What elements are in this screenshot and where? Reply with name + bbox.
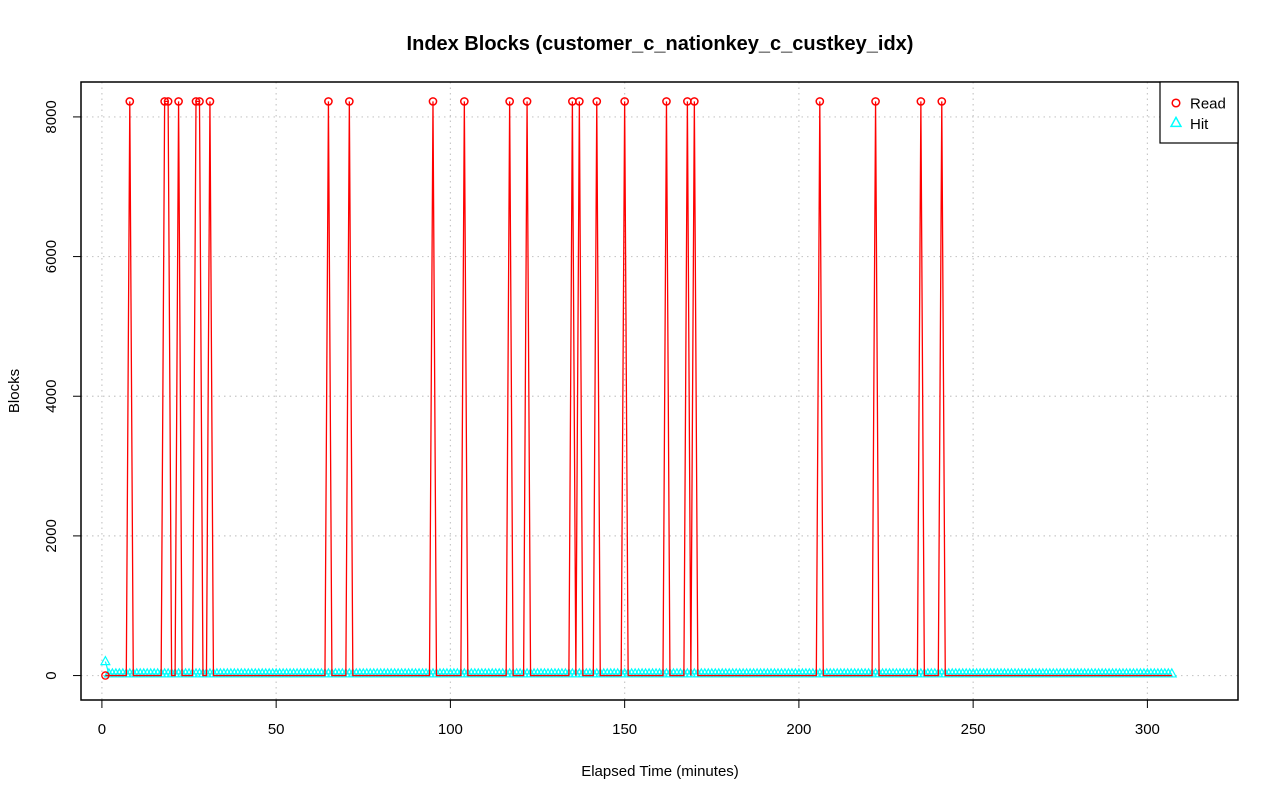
- x-axis-label: Elapsed Time (minutes): [581, 763, 739, 780]
- read-peak-point: [191, 97, 201, 106]
- y-tick-label: 6000: [43, 240, 60, 273]
- y-axis-label: Blocks: [6, 369, 23, 413]
- series-layer: [99, 97, 1178, 680]
- legend-hit-marker: [1169, 115, 1183, 128]
- read-peak-point: [574, 97, 584, 106]
- read-peak-point: [522, 97, 532, 106]
- x-axis: 0 50 100 150 200 250 300: [98, 699, 1160, 738]
- read-peak-point: [815, 97, 825, 106]
- read-peak-point: [174, 97, 183, 106]
- legend-hit-label: Hit: [1190, 116, 1209, 133]
- read-peak-point: [195, 97, 204, 106]
- x-tick-label: 200: [786, 721, 811, 738]
- grid: [81, 82, 1238, 700]
- read-peak-point: [125, 97, 135, 106]
- read-peak-point: [871, 97, 880, 106]
- read-peak-point: [916, 97, 926, 106]
- read-peak-point: [937, 97, 947, 106]
- read-peak-point: [689, 97, 699, 106]
- hit-point: [1166, 667, 1178, 678]
- plot-frame: [80, 81, 1239, 701]
- read-peak-point: [505, 97, 514, 106]
- hit-point: [99, 655, 111, 666]
- read-peak-point: [620, 97, 630, 106]
- read-peak-point: [205, 97, 215, 106]
- legend-box: [1159, 81, 1239, 144]
- x-tick-label: 0: [98, 721, 106, 738]
- x-tick-label: 100: [438, 721, 463, 738]
- x-tick-label: 50: [268, 721, 285, 738]
- y-tick-label: 4000: [43, 380, 60, 413]
- x-tick-label: 300: [1135, 721, 1160, 738]
- read-peak-point: [428, 97, 438, 106]
- chart-title: Index Blocks (customer_c_nationkey_c_cus…: [407, 33, 914, 55]
- read-peak-point: [324, 97, 333, 106]
- read-point: [101, 671, 110, 680]
- read-peak-point: [344, 97, 354, 106]
- read-peak-point: [662, 97, 671, 106]
- legend-read-marker: [1171, 98, 1181, 108]
- read-series-line: [105, 100, 1172, 677]
- legend-read-label: Read: [1190, 96, 1226, 113]
- read-peak-point: [160, 97, 169, 106]
- legend: Read Hit: [1159, 81, 1239, 144]
- x-tick-label: 250: [961, 721, 986, 738]
- read-peak-point: [592, 97, 602, 106]
- read-peak-point: [459, 97, 469, 106]
- y-tick-label: 2000: [43, 519, 60, 552]
- y-tick-label: 8000: [43, 100, 60, 133]
- hit-series-line: [104, 661, 110, 675]
- y-tick-label: 0: [43, 671, 60, 679]
- y-axis: 0 2000 4000 6000 8000: [43, 100, 82, 680]
- read-peak-point: [163, 97, 173, 106]
- x-tick-label: 150: [612, 721, 637, 738]
